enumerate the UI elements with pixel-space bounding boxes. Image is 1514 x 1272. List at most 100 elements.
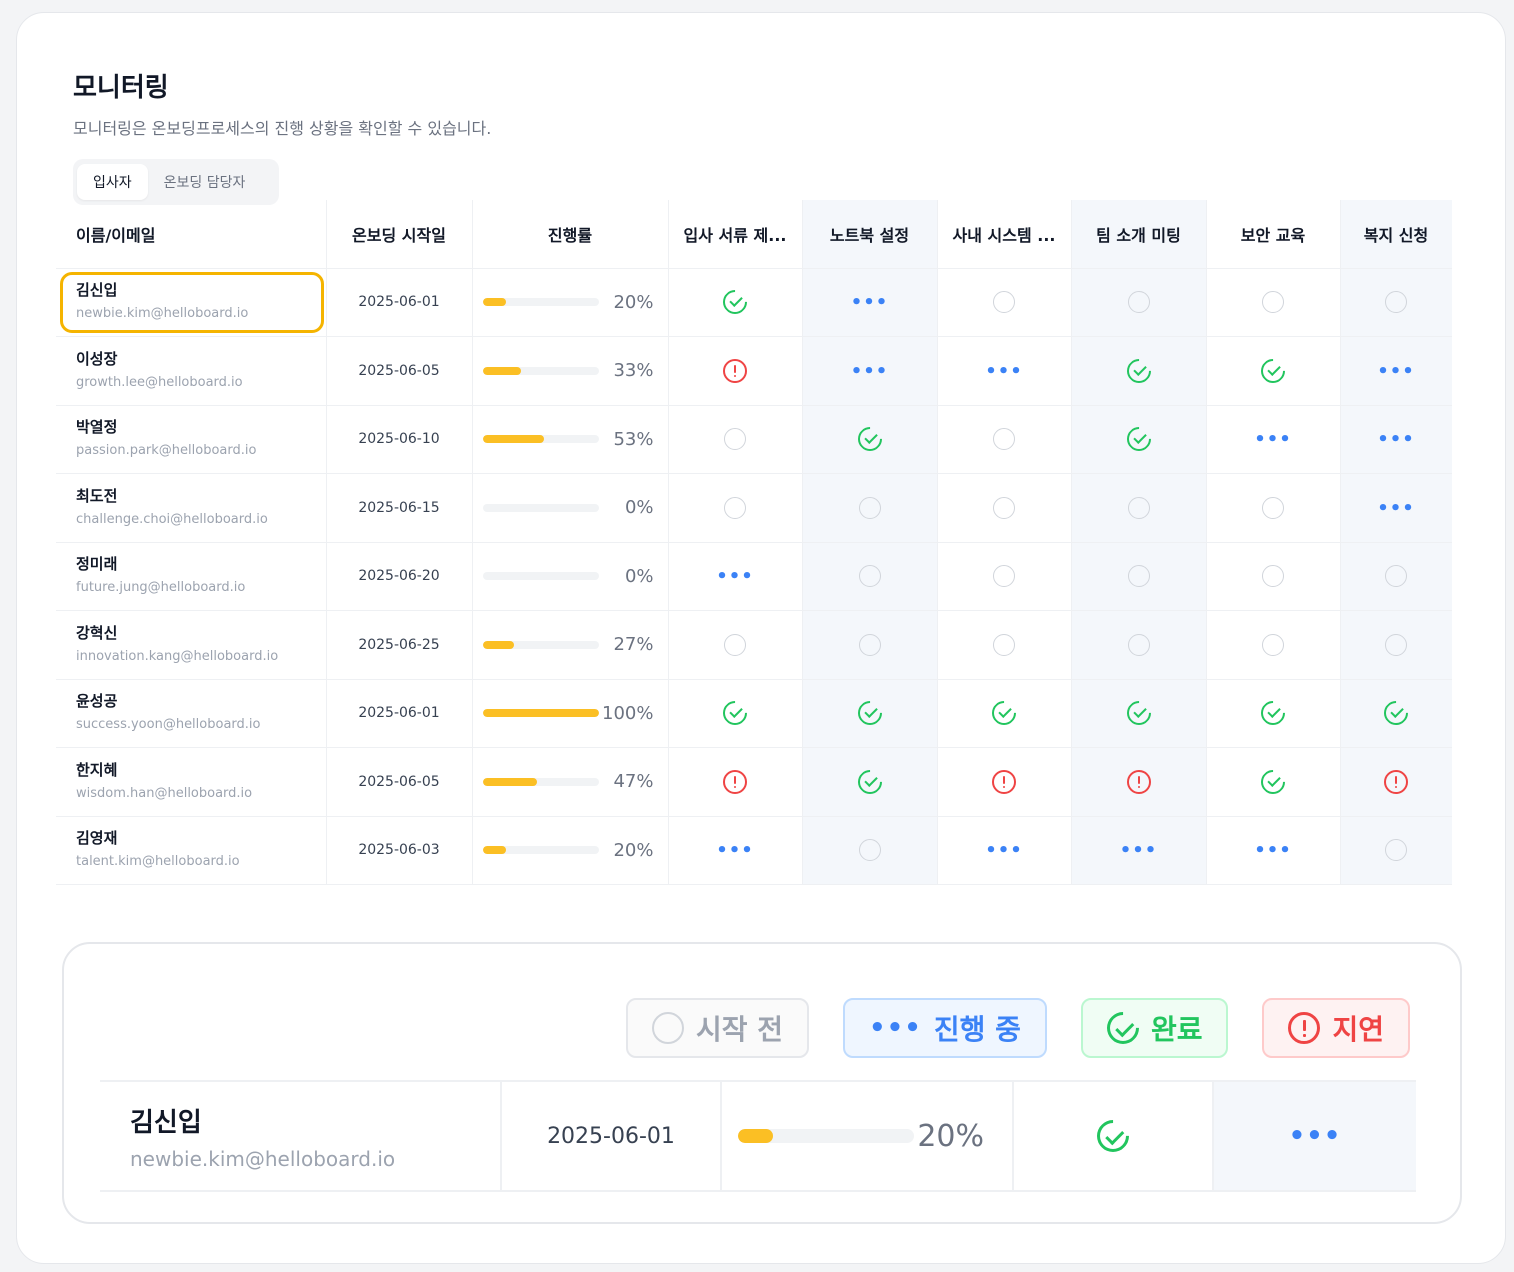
task-status-cell[interactable] xyxy=(668,679,803,748)
name-cell[interactable]: 한지혜 wisdom.han@helloboard.io xyxy=(56,747,327,817)
task-status-cell[interactable] xyxy=(1071,336,1207,406)
task-status-cell[interactable] xyxy=(1206,268,1341,337)
table-row[interactable]: 한지혜 wisdom.han@helloboard.io 2025-06-05 47% xyxy=(56,747,1452,817)
task-status-cell[interactable]: ••• xyxy=(1340,405,1452,474)
task-status-cell[interactable] xyxy=(937,405,1072,474)
task-status-cell[interactable] xyxy=(1071,473,1207,543)
name-cell[interactable]: 윤성공 success.yoon@helloboard.io xyxy=(56,679,327,748)
task-status-cell[interactable] xyxy=(668,336,803,406)
task-status-cell[interactable] xyxy=(1071,679,1207,748)
progress-bar-fill xyxy=(482,435,544,444)
task-status-cell[interactable]: ••• xyxy=(1071,816,1207,885)
task-status-cell[interactable] xyxy=(937,542,1072,611)
task-status-cell[interactable] xyxy=(1206,542,1341,611)
task-status-cell[interactable] xyxy=(668,747,803,817)
column-header-task[interactable]: 노트북 설정 xyxy=(802,200,938,269)
task-status-cell[interactable] xyxy=(1071,405,1207,474)
task-status-cell[interactable] xyxy=(802,679,938,748)
task-status-cell[interactable] xyxy=(1340,679,1452,748)
task-status-cell[interactable] xyxy=(937,747,1072,817)
empty-circle-icon xyxy=(1385,839,1407,862)
progress-bar-fill xyxy=(482,846,506,855)
empty-circle-icon xyxy=(993,428,1015,451)
table-row[interactable]: 이성장 growth.lee@helloboard.io 2025-06-05 33%… xyxy=(56,336,1452,406)
name-cell[interactable]: 강혁신 innovation.kang@helloboard.io xyxy=(56,610,327,680)
name-cell[interactable]: 김신입 newbie.kim@helloboard.io xyxy=(56,268,327,337)
name-cell[interactable]: 이성장 growth.lee@helloboard.io xyxy=(56,336,327,406)
table-row[interactable]: 김영재 talent.kim@helloboard.io 2025-06-03 20%… xyxy=(56,816,1452,885)
table-row[interactable]: 윤성공 success.yoon@helloboard.io 2025-06-01 1… xyxy=(56,679,1452,748)
zoomed-status-cell[interactable]: ••• xyxy=(1214,1082,1416,1192)
task-status-cell[interactable] xyxy=(937,679,1072,748)
empty-circle-icon xyxy=(1385,565,1407,588)
task-status-cell[interactable] xyxy=(1206,473,1341,543)
task-status-cell[interactable] xyxy=(1071,747,1207,817)
column-header-task[interactable]: 보안 교육 xyxy=(1206,200,1341,269)
task-status-cell[interactable] xyxy=(802,816,938,885)
name-cell[interactable]: 김영재 talent.kim@helloboard.io xyxy=(56,816,327,885)
name-cell[interactable]: 박열정 passion.park@helloboard.io xyxy=(56,405,327,474)
task-status-cell[interactable] xyxy=(937,268,1072,337)
table-row[interactable]: 강혁신 innovation.kang@helloboard.io 2025-06-… xyxy=(56,610,1452,680)
task-status-cell[interactable]: ••• xyxy=(1206,405,1341,474)
ellipsis-icon: ••• xyxy=(985,840,1023,862)
column-header-task[interactable]: 팀 소개 미팅 xyxy=(1071,200,1207,269)
alert-circle-icon xyxy=(1126,769,1151,794)
task-status-cell[interactable] xyxy=(1340,610,1452,680)
tab-onboarding-managers[interactable]: 온보딩 담당자 xyxy=(163,175,246,191)
task-status-cell[interactable] xyxy=(1206,336,1341,406)
task-status-cell[interactable] xyxy=(1340,747,1452,817)
column-header-progress[interactable]: 진행률 xyxy=(472,200,669,269)
table-row[interactable]: 박열정 passion.park@helloboard.io 2025-06-10 5… xyxy=(56,405,1452,474)
task-status-cell[interactable] xyxy=(802,473,938,543)
table-row[interactable]: 정미래 future.jung@helloboard.io 2025-06-20 0%… xyxy=(56,542,1452,611)
progress-bar xyxy=(482,366,599,375)
task-status-cell[interactable] xyxy=(802,747,938,817)
task-status-cell[interactable] xyxy=(1071,610,1207,680)
task-status-cell[interactable] xyxy=(802,405,938,474)
task-status-cell[interactable] xyxy=(937,610,1072,680)
task-status-cell[interactable] xyxy=(1340,816,1452,885)
monitoring-table-container[interactable]: 이름/이메일 온보딩 시작일 진행률 입사 서류 제... 노트북 설정 사내 … xyxy=(56,200,1452,890)
task-status-cell[interactable] xyxy=(1206,747,1341,817)
task-status-cell[interactable] xyxy=(937,473,1072,543)
task-status-cell[interactable]: ••• xyxy=(937,336,1072,406)
task-status-cell[interactable] xyxy=(668,405,803,474)
task-status-cell[interactable] xyxy=(668,268,803,337)
task-status-cell[interactable]: ••• xyxy=(1340,473,1452,543)
task-status-cell[interactable] xyxy=(668,610,803,680)
legend-pending: 시작 전 xyxy=(626,998,810,1058)
zoomed-status-cell[interactable] xyxy=(1014,1082,1214,1192)
zoomed-name-cell[interactable]: 김신입 newbie.kim@helloboard.io xyxy=(100,1082,502,1192)
tab-new-hires[interactable]: 입사자 xyxy=(77,164,148,200)
table-row[interactable]: 김신입 newbie.kim@helloboard.io 2025-06-01 20%… xyxy=(56,268,1452,337)
name-cell[interactable]: 최도전 challenge.choi@helloboard.io xyxy=(56,473,327,543)
check-circle-icon xyxy=(1090,1113,1136,1159)
column-header-task[interactable]: 입사 서류 제... xyxy=(668,200,803,269)
task-status-cell[interactable]: ••• xyxy=(1206,816,1341,885)
task-status-cell[interactable] xyxy=(1071,542,1207,611)
column-header-start-date[interactable]: 온보딩 시작일 xyxy=(326,200,473,269)
task-status-cell[interactable]: ••• xyxy=(668,816,803,885)
column-header-name[interactable]: 이름/이메일 xyxy=(56,200,327,269)
task-status-cell[interactable] xyxy=(802,542,938,611)
progress-percent: 20% xyxy=(613,291,654,313)
task-status-cell[interactable] xyxy=(1340,268,1452,337)
progress-percent: 47% xyxy=(613,771,654,793)
task-status-cell[interactable] xyxy=(1071,268,1207,337)
task-status-cell[interactable]: ••• xyxy=(937,816,1072,885)
task-status-cell[interactable] xyxy=(1340,542,1452,611)
task-status-cell[interactable] xyxy=(1206,679,1341,748)
task-status-cell[interactable]: ••• xyxy=(802,268,938,337)
progress-cell: 20% xyxy=(472,816,669,885)
task-status-cell[interactable] xyxy=(802,610,938,680)
task-status-cell[interactable] xyxy=(1206,610,1341,680)
column-header-task[interactable]: 복지 신청 xyxy=(1340,200,1452,269)
table-row[interactable]: 최도전 challenge.choi@helloboard.io 2025-06-1… xyxy=(56,473,1452,543)
column-header-task[interactable]: 사내 시스템 ... xyxy=(937,200,1072,269)
name-cell[interactable]: 정미래 future.jung@helloboard.io xyxy=(56,542,327,611)
task-status-cell[interactable]: ••• xyxy=(668,542,803,611)
task-status-cell[interactable] xyxy=(668,473,803,543)
task-status-cell[interactable]: ••• xyxy=(802,336,938,406)
task-status-cell[interactable]: ••• xyxy=(1340,336,1452,406)
